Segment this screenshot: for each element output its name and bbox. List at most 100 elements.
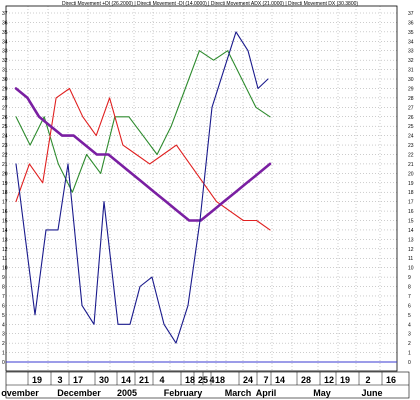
y-tick-label-right: 8 <box>408 285 411 291</box>
y-tick-label-right: 18 <box>408 190 414 196</box>
y-tick-label-right: 19 <box>408 181 414 187</box>
y-tick-label-right: 20 <box>408 171 414 177</box>
x-tick-day: 4 <box>209 375 214 385</box>
x-tick-day: 17 <box>73 375 83 385</box>
y-tick-label-right: 11 <box>408 256 413 262</box>
x-tick-day: 12 <box>324 375 334 385</box>
y-tick-label-right: 34 <box>408 39 414 45</box>
y-tick-label-right: 36 <box>408 20 414 26</box>
y-tick-label-left: 10 <box>2 266 8 272</box>
y-tick-label-right: 12 <box>408 247 414 253</box>
x-tick-month: December <box>57 388 101 398</box>
y-tick-label-right: 35 <box>408 30 414 36</box>
x-tick-day: 16 <box>386 375 396 385</box>
plot-frame <box>5 5 398 372</box>
y-tick-label-left: 31 <box>2 68 8 74</box>
y-tick-label-right: 37 <box>408 11 414 17</box>
x-tick-day: 7 <box>263 375 268 385</box>
y-tick-label-right: 13 <box>408 237 414 243</box>
x-tick-day: 4 <box>159 375 164 385</box>
y-tick-label-left: 20 <box>2 171 8 177</box>
y-tick-label-left: 24 <box>2 134 8 140</box>
x-tick-day: 14 <box>275 375 285 385</box>
x-tick-day: 14 <box>121 375 131 385</box>
y-tick-label-right: 1 <box>408 351 411 357</box>
y-tick-label-right: 9 <box>408 275 411 281</box>
y-tick-label-right: 27 <box>408 105 414 111</box>
y-tick-label-right: 30 <box>408 77 414 83</box>
y-tick-label-left: 34 <box>2 39 8 45</box>
series-line <box>15 87 271 231</box>
y-tick-label-left: 14 <box>2 228 8 234</box>
y-tick-label-left: 32 <box>2 58 8 64</box>
x-tick-month: May <box>313 388 331 398</box>
y-tick-label-left: 27 <box>2 105 8 111</box>
x-tick-month: February <box>164 388 203 398</box>
y-tick-label-left: 19 <box>2 181 8 187</box>
y-tick-label-right: 5 <box>408 313 411 319</box>
chart-title: Directi Movement +DI (26.2000) | Directi… <box>62 1 358 7</box>
y-tick-label-left: 15 <box>2 219 8 225</box>
y-tick-label-right: 3 <box>408 332 411 338</box>
y-tick-label-left: 35 <box>2 30 8 36</box>
x-tick-month: 2005 <box>117 388 137 398</box>
y-tick-label-right: 29 <box>408 86 414 92</box>
y-tick-label-left: 33 <box>2 49 8 55</box>
y-tick-label-right: 25 <box>408 124 414 130</box>
y-tick-label-left: 7 <box>2 294 5 300</box>
y-tick-label-right: 16 <box>408 209 414 215</box>
y-tick-label-right: 10 <box>408 266 414 272</box>
series-group <box>15 50 271 193</box>
x-tick-day: 19 <box>32 375 42 385</box>
series-group <box>14 87 272 222</box>
y-tick-label-left: 25 <box>2 124 8 130</box>
y-tick-label-right: 21 <box>408 162 414 168</box>
y-tick-label-right: 2 <box>408 341 411 347</box>
y-tick-label-right: 6 <box>408 303 411 309</box>
y-tick-label-left: 18 <box>2 190 8 196</box>
y-tick-label-right: 32 <box>408 58 414 64</box>
series-line <box>15 31 269 344</box>
x-axis-labels: 19 3 17 30 14 21 4 18 25 4 18 24 7 14 28 12 19 2 16ovember… <box>1 372 396 398</box>
series-group <box>15 31 269 344</box>
y-tick-label-right: 26 <box>408 115 414 121</box>
y-tick-label-left: 8 <box>2 285 5 291</box>
y-tick-label-left: 2 <box>2 341 5 347</box>
y-tick-label-right: 31 <box>408 68 414 74</box>
y-tick-label-left: 22 <box>2 152 8 158</box>
y-tick-label-left: 17 <box>2 200 8 206</box>
x-tick-day: 18 <box>185 375 195 385</box>
y-tick-label-left: 12 <box>2 247 8 253</box>
x-tick-month: June <box>361 388 382 398</box>
y-tick-label-left: 9 <box>2 275 5 281</box>
y-tick-label-left: 6 <box>2 303 5 309</box>
y-tick-label-right: 14 <box>408 228 414 234</box>
y-tick-label-right: 28 <box>408 96 414 102</box>
x-tick-month: April <box>256 388 277 398</box>
x-tick-day: 24 <box>243 375 253 385</box>
y-tick-label-right: 7 <box>408 294 411 300</box>
x-tick-day: 3 <box>57 375 62 385</box>
y-tick-label-left: 11 <box>2 256 7 262</box>
y-tick-label-left: 5 <box>2 313 5 319</box>
y-tick-label-left: 16 <box>2 209 8 215</box>
y-tick-label-left: 30 <box>2 77 8 83</box>
y-tick-label-left: 37 <box>2 11 8 17</box>
y-tick-label-left: 36 <box>2 20 8 26</box>
y-tick-label-right: 22 <box>408 152 414 158</box>
series-layer <box>14 31 272 344</box>
y-tick-label-left: 13 <box>2 237 8 243</box>
y-tick-label-right: 23 <box>408 143 414 149</box>
y-tick-label-right: 15 <box>408 219 414 225</box>
y-tick-label-right: 0 <box>408 360 411 366</box>
y-tick-label-left: 0 <box>2 360 5 366</box>
x-tick-day: 28 <box>301 375 311 385</box>
y-tick-label-left: 1 <box>2 351 5 357</box>
x-tick-day: 19 <box>340 375 350 385</box>
y-tick-label-right: 24 <box>408 134 414 140</box>
y-tick-label-left: 21 <box>2 162 8 168</box>
x-tick-month: March <box>225 388 252 398</box>
y-tick-label-left: 23 <box>2 143 8 149</box>
